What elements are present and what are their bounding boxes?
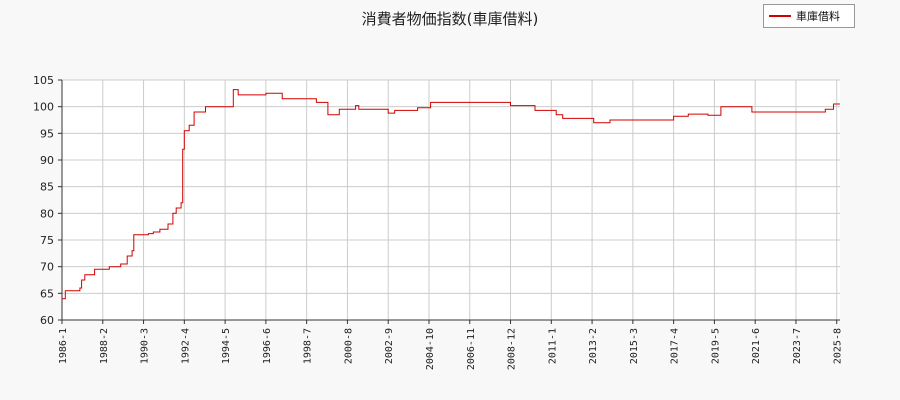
x-tick-label: 1996-6 <box>262 328 273 364</box>
x-tick-label: 2002-9 <box>384 328 395 364</box>
y-tick-label: 90 <box>40 154 54 167</box>
x-tick-label: 1998-7 <box>303 328 314 364</box>
y-tick-label: 70 <box>40 261 54 274</box>
y-tick-label: 105 <box>33 74 54 87</box>
legend-swatch <box>769 15 791 17</box>
x-tick-label: 2006-11 <box>466 328 477 370</box>
x-tick-label: 2025-8 <box>833 328 844 364</box>
x-tick-label: 1992-4 <box>180 328 191 364</box>
y-tick-label: 100 <box>33 101 54 114</box>
y-tick-label: 60 <box>40 314 54 327</box>
x-tick-label: 1988-2 <box>99 328 110 364</box>
legend-label: 車庫借料 <box>796 10 840 23</box>
y-tick-label: 75 <box>40 234 54 247</box>
y-tick-label: 85 <box>40 181 54 194</box>
y-tick-label: 95 <box>40 127 54 140</box>
x-tick-label: 2021-6 <box>751 328 762 364</box>
chart-title: 消費者物価指数(車庫借料) <box>361 10 539 28</box>
x-tick-label: 2015-3 <box>629 328 640 364</box>
series-line <box>62 89 840 300</box>
x-tick-label: 2023-7 <box>792 328 803 364</box>
x-tick-label: 2019-5 <box>710 328 721 364</box>
x-tick-label: 1986-1 <box>58 328 69 364</box>
x-tick-label: 1994-5 <box>221 328 232 364</box>
x-tick-label: 1990-3 <box>140 328 151 364</box>
x-tick-label: 2004-10 <box>425 328 436 370</box>
x-tick-label: 2008-12 <box>507 328 518 370</box>
x-tick-label: 2011-1 <box>547 328 558 364</box>
x-tick-label: 2013-2 <box>588 328 599 364</box>
y-tick-label: 80 <box>40 207 54 220</box>
y-tick-label: 65 <box>40 287 54 300</box>
plot-area <box>62 80 840 320</box>
x-tick-label: 2017-4 <box>670 328 681 364</box>
x-tick-label: 2000-8 <box>343 328 354 364</box>
legend: 車庫借料 <box>763 4 855 28</box>
